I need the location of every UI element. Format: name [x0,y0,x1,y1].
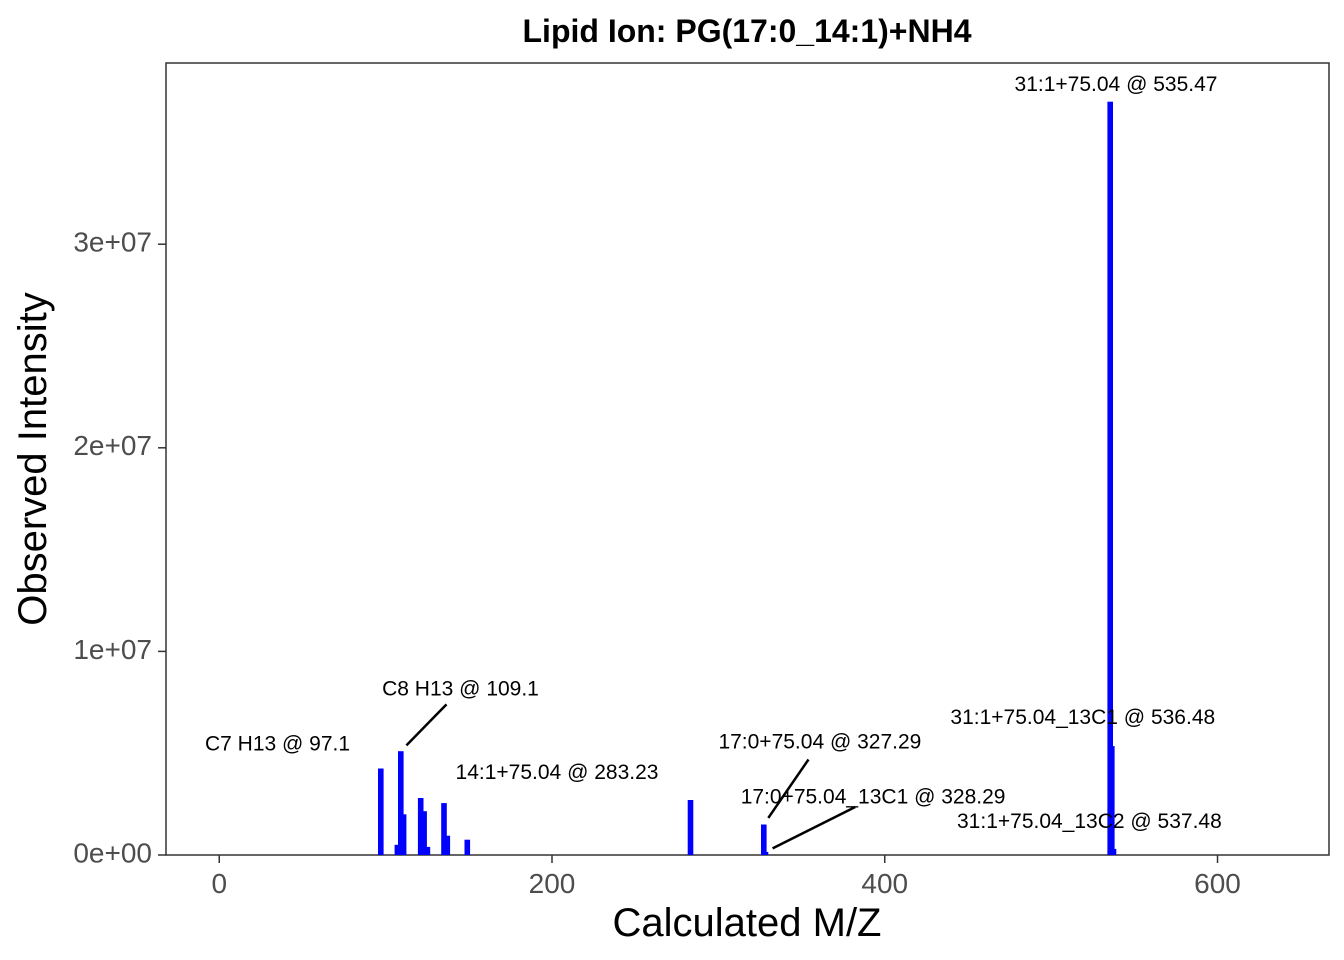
y-axis-title: Observed Intensity [11,292,55,626]
peak-label: 31:1+75.04_13C1 @ 536.48 [950,706,1215,729]
bar [378,768,384,855]
annotations: C7 H13 @ 97.1 C8 H13 @ 109.1 14:1+75.04 @ … [205,73,1222,833]
leader-line [767,758,810,819]
y-tick-label: 3e+07 [73,227,152,258]
bar [398,751,404,855]
y-tick-label: 2e+07 [73,430,152,461]
peak-label: 17:0+75.04_13C1 @ 328.29 [741,786,1006,809]
y-tick-label: 0e+00 [73,837,152,868]
bars [378,101,1117,855]
bar [1109,746,1115,855]
x-tick-label: 0 [211,868,227,899]
bar [394,844,401,855]
bar [424,846,431,855]
bar [464,839,471,855]
leader-lines [405,703,856,850]
peak-label: C7 H13 @ 97.1 [205,733,350,756]
bar [761,824,767,855]
peak-label: 31:1+75.04_13C2 @ 537.48 [957,810,1222,833]
bar [441,803,447,855]
bar [1107,101,1113,855]
x-axis: 0 200 400 600 [211,855,1241,899]
x-tick-label: 600 [1194,868,1241,899]
bar [687,800,694,855]
bar [421,811,427,855]
y-axis: 0e+00 1e+07 2e+07 3e+07 [73,227,166,868]
bar [417,798,424,855]
bar [1110,848,1117,855]
leader-line [772,805,856,850]
x-tick-label: 200 [529,868,576,899]
y-tick-label: 1e+07 [73,634,152,665]
chart-title: Lipid Ion: PG(17:0_14:1)+NH4 [523,13,972,49]
peak-label: C8 H13 @ 109.1 [382,678,539,701]
bar [400,814,407,855]
x-axis-title: Calculated M/Z [613,901,882,945]
plot-panel [165,62,1330,856]
peak-label: 17:0+75.04 @ 327.29 [718,731,921,754]
leader-line [405,703,448,747]
bar [762,851,769,855]
peak-label: 31:1+75.04 @ 535.47 [1015,73,1218,96]
x-tick-label: 400 [861,868,908,899]
bar [444,835,451,855]
peak-label: 14:1+75.04 @ 283.23 [456,761,659,784]
